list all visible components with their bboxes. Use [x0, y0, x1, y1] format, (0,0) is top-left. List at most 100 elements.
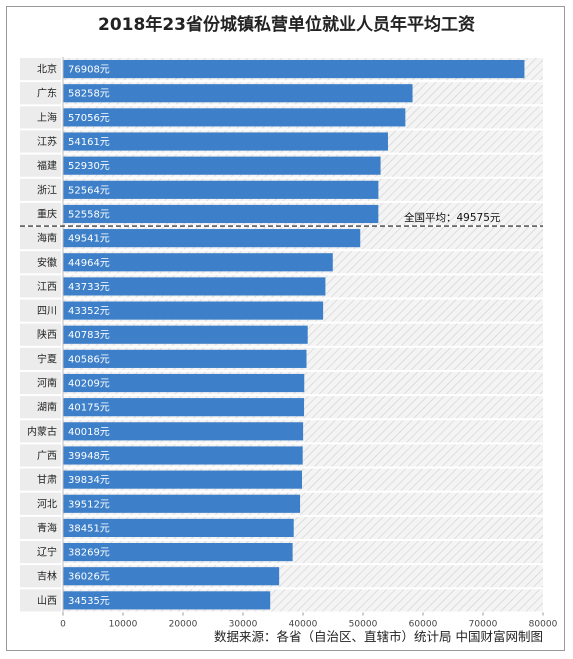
- category-label: 江苏: [37, 135, 57, 148]
- value-label: 40018元: [68, 427, 110, 438]
- category-label: 吉林: [37, 570, 57, 583]
- category-label: 四川: [37, 306, 57, 317]
- value-label: 76908元: [68, 65, 110, 76]
- value-label: 40586元: [68, 354, 110, 365]
- category-cell: [20, 130, 61, 153]
- category-label: 内蒙古: [27, 425, 57, 438]
- category-cell: [20, 492, 61, 515]
- average-label: 全国平均：49575元: [404, 211, 501, 224]
- x-tick-label: 10000: [109, 619, 138, 629]
- value-label: 40209元: [68, 379, 110, 390]
- category-label: 辽宁: [37, 546, 57, 559]
- category-label: 广东: [37, 87, 57, 100]
- value-label: 54161元: [68, 137, 110, 148]
- x-tick-label: 80000: [529, 619, 558, 629]
- value-label: 57056元: [68, 113, 110, 124]
- value-label: 38451元: [68, 523, 110, 534]
- category-cell: [20, 251, 61, 274]
- source-note: 数据来源：各省（自治区、直辖市）统计局 中国财富网制图: [214, 629, 543, 644]
- bar: [63, 60, 525, 79]
- bar: [63, 470, 303, 489]
- bar: [63, 325, 308, 344]
- value-label: 52930元: [68, 161, 110, 172]
- bar: [63, 567, 280, 586]
- category-label: 浙江: [37, 184, 57, 196]
- bar: [63, 518, 294, 537]
- value-label: 43352元: [68, 306, 110, 317]
- value-label: 58258元: [68, 89, 110, 100]
- bar: [63, 373, 305, 393]
- bar: [63, 591, 271, 610]
- category-cell: [20, 541, 61, 564]
- bar: [63, 349, 307, 368]
- x-tick-label: 70000: [469, 619, 498, 629]
- category-label: 安徽: [37, 256, 57, 269]
- bar: [63, 204, 379, 224]
- category-label: 海南: [37, 232, 57, 245]
- category-cell: [20, 58, 61, 81]
- category-cell: [20, 371, 61, 395]
- bar: [63, 156, 381, 175]
- category-label: 北京: [37, 63, 57, 76]
- category-label: 陕西: [37, 328, 57, 341]
- x-tick-label: 60000: [409, 619, 438, 629]
- category-cell: [20, 275, 61, 298]
- bar: [63, 84, 413, 103]
- value-label: 43733元: [68, 282, 110, 293]
- value-label: 52564元: [68, 185, 110, 196]
- value-label: 36026元: [68, 572, 110, 583]
- bar: [63, 301, 324, 320]
- value-label: 52558元: [68, 209, 110, 220]
- category-cell: [20, 227, 61, 250]
- category-label: 湖南: [37, 401, 57, 414]
- category-cell: [20, 468, 61, 491]
- category-cell: [20, 420, 61, 443]
- value-label: 39834元: [68, 475, 110, 486]
- category-label: 青海: [37, 521, 57, 534]
- category-cell: [20, 516, 61, 539]
- bar: [63, 132, 388, 151]
- chart-title: 2018年23省份城镇私营单位就业人员年平均工资: [98, 15, 475, 35]
- category-cell: [20, 323, 61, 346]
- x-tick-label: 30000: [229, 619, 258, 629]
- bar: [63, 277, 326, 296]
- category-label: 甘肃: [37, 473, 57, 486]
- category-cell: [20, 82, 61, 105]
- value-label: 34535元: [68, 596, 110, 607]
- category-cell: [20, 299, 61, 322]
- category-label: 上海: [37, 111, 57, 124]
- x-tick-label: 20000: [169, 619, 198, 629]
- category-cell: [20, 202, 61, 226]
- value-label: 40175元: [68, 403, 110, 414]
- value-label: 39512元: [68, 499, 110, 510]
- category-label: 福建: [37, 159, 57, 172]
- value-label: 44964元: [68, 258, 110, 269]
- category-cell: [20, 444, 61, 467]
- bar: [63, 229, 361, 248]
- category-label: 河南: [37, 377, 57, 390]
- category-label: 河北: [37, 498, 57, 510]
- category-label: 宁夏: [37, 352, 57, 365]
- category-cell: [20, 106, 61, 129]
- category-label: 广西: [37, 450, 57, 462]
- value-label: 39948元: [68, 451, 110, 462]
- bar: [63, 422, 304, 441]
- bar: [63, 446, 303, 465]
- x-tick-label: 50000: [349, 619, 378, 629]
- category-cell: [20, 589, 61, 612]
- category-label: 山西: [37, 595, 57, 607]
- category-label: 重庆: [37, 207, 57, 220]
- bar: [63, 543, 293, 562]
- bar: [63, 494, 301, 513]
- category-cell: [20, 565, 61, 588]
- bar: [63, 253, 333, 272]
- x-tick-label: 40000: [289, 619, 318, 629]
- bar: [63, 398, 305, 417]
- value-label: 40783元: [68, 330, 110, 341]
- category-cell: [20, 396, 61, 419]
- value-label: 49541元: [68, 234, 110, 245]
- bar: [63, 108, 406, 127]
- bar: [63, 180, 379, 199]
- x-tick-label: 0: [60, 619, 66, 629]
